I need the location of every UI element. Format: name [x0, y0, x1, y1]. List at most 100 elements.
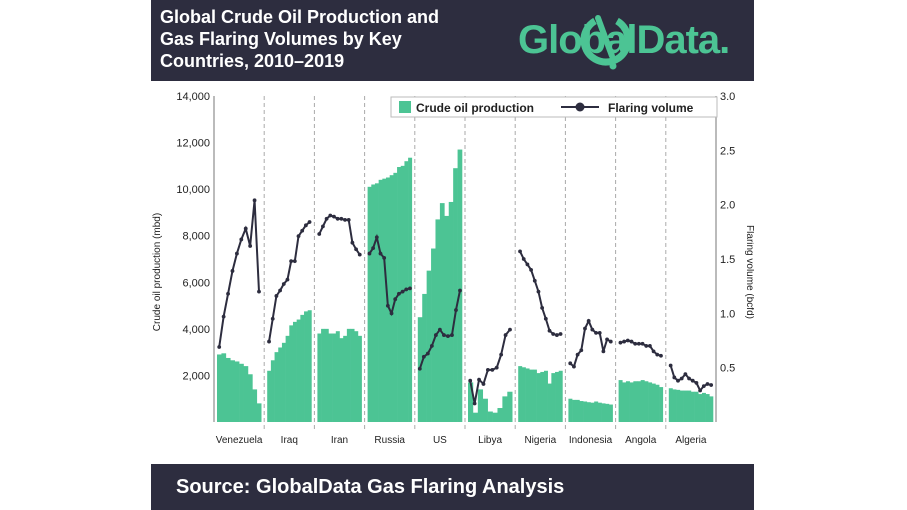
flaring-point-russia-2 — [374, 235, 379, 240]
bar-us-9 — [457, 149, 463, 423]
y-tick-label: 8,000 — [182, 231, 210, 243]
bar-venezuela-5 — [239, 363, 244, 422]
bar-russia-3 — [378, 179, 383, 422]
flaring-point-angola-11 — [659, 353, 663, 358]
flaring-point-iran-4 — [332, 214, 336, 219]
legend: Crude oil production Flaring volume — [390, 96, 718, 118]
bar-venezuela-3 — [230, 360, 235, 422]
bar-iraq-7 — [292, 321, 297, 422]
bar-indonesia-2 — [575, 399, 580, 422]
flaring-point-russia-1 — [371, 246, 376, 251]
bar-angola-5 — [637, 381, 641, 422]
bar-angola-1 — [622, 382, 627, 422]
bar-iraq-9 — [300, 314, 305, 422]
flaring-point-angola-10 — [655, 352, 660, 357]
flaring-point-libya-1 — [472, 401, 477, 406]
legend-label-oil: Crude oil production — [416, 101, 534, 115]
bar-indonesia-5 — [586, 402, 591, 422]
flaring-line-venezuela — [218, 200, 260, 348]
flaring-point-iraq-9 — [300, 228, 305, 233]
y-tick-label: 10,000 — [176, 184, 210, 196]
flaring-point-us-7 — [446, 334, 450, 339]
chart-title: Global Crude Oil Production and Gas Flar… — [160, 6, 490, 72]
flaring-point-angola-3 — [629, 339, 634, 344]
bar-venezuela-1 — [221, 353, 227, 422]
x-tick-label-libya: Libya — [478, 435, 502, 446]
flaring-point-us-0 — [417, 366, 422, 371]
flaring-point-libya-6 — [494, 365, 499, 370]
flaring-point-russia-6 — [389, 311, 394, 316]
bar-algeria-6 — [690, 391, 695, 422]
flaring-point-indonesia-4 — [583, 326, 587, 331]
flaring-point-indonesia-7 — [594, 330, 598, 335]
bar-venezuela-2 — [225, 357, 231, 422]
bar-iran-11 — [357, 335, 362, 422]
legend-marker-icon — [575, 102, 585, 112]
header-banner — [151, 0, 754, 81]
flaring-point-angola-7 — [644, 344, 649, 348]
flaring-line-iran — [318, 214, 361, 256]
bar-libya-2 — [477, 389, 484, 422]
flaring-point-nigeria-11 — [558, 332, 563, 336]
globaldata-logo-icon — [580, 14, 632, 70]
bar-iraq-6 — [289, 325, 294, 422]
flaring-point-algeria-3 — [679, 376, 684, 381]
flaring-point-venezuela-8 — [252, 198, 257, 203]
bar-algeria-4 — [683, 390, 688, 422]
legend-label-flaring: Flaring volume — [608, 101, 694, 115]
flaring-point-iraq-10 — [303, 223, 308, 228]
flaring-point-venezuela-3 — [230, 269, 235, 273]
legend-bar-swatch — [399, 101, 411, 113]
bar-venezuela-6 — [243, 366, 249, 422]
bar-iraq-8 — [296, 319, 301, 422]
flaring-point-indonesia-1 — [572, 364, 576, 369]
y2-tick-label: 0.5 — [720, 363, 735, 375]
flaring-point-iraq-6 — [289, 259, 294, 264]
flaring-point-iran-11 — [357, 252, 362, 257]
flaring-point-iraq-11 — [307, 220, 312, 224]
bar-algeria-2 — [676, 389, 681, 422]
flaring-point-algeria-4 — [683, 372, 688, 377]
flaring-point-libya-5 — [490, 367, 495, 372]
flaring-point-russia-8 — [397, 291, 401, 296]
flaring-point-us-3 — [429, 344, 434, 348]
bar-nigeria-7 — [543, 370, 548, 422]
flaring-point-iran-8 — [346, 217, 351, 222]
flaring-point-libya-9 — [508, 327, 512, 332]
bar-us-2 — [426, 270, 432, 422]
bar-indonesia-6 — [590, 402, 595, 422]
flaring-point-angola-4 — [633, 341, 638, 346]
bar-venezuela-4 — [234, 361, 240, 422]
flaring-point-russia-5 — [385, 303, 390, 308]
bar-nigeria-9 — [551, 373, 556, 422]
bar-libya-0 — [468, 382, 474, 422]
bar-indonesia-1 — [572, 399, 577, 422]
flaring-line-libya — [469, 329, 511, 404]
bar-angola-6 — [640, 380, 645, 422]
flaring-point-angola-1 — [622, 339, 627, 344]
flaring-line-indonesia — [569, 318, 612, 369]
y-tick-label: 6,000 — [182, 277, 210, 289]
y-tick-label: 14,000 — [176, 91, 210, 103]
chart-area: 2,000 4,000 6,000 8,000 10,000 12,000 14,000 0.… — [152, 91, 754, 446]
x-tick-label-iraq: Iraq — [281, 435, 298, 446]
bar-iran-5 — [335, 331, 340, 422]
bar-iraq-3 — [278, 347, 283, 422]
footer-banner — [151, 464, 754, 510]
bar-nigeria-2 — [525, 368, 530, 422]
bar-algeria-7 — [694, 391, 699, 422]
flaring-point-venezuela-4 — [234, 251, 239, 256]
flaring-point-iraq-4 — [281, 282, 286, 286]
flaring-point-russia-11 — [408, 286, 412, 291]
y-tick-label: 2,000 — [182, 370, 210, 382]
flaring-point-nigeria-0 — [518, 249, 522, 254]
flaring-point-iraq-3 — [278, 288, 282, 293]
bar-us-4 — [435, 219, 441, 422]
flaring-point-libya-0 — [468, 378, 473, 383]
bar-algeria-11 — [709, 396, 714, 422]
flaring-point-libya-2 — [477, 377, 481, 382]
flaring-point-iran-5 — [335, 216, 340, 221]
x-tick-label-nigeria: Nigeria — [524, 435, 556, 446]
flaring-point-algeria-2 — [676, 378, 680, 383]
flaring-point-algeria-1 — [672, 375, 677, 380]
